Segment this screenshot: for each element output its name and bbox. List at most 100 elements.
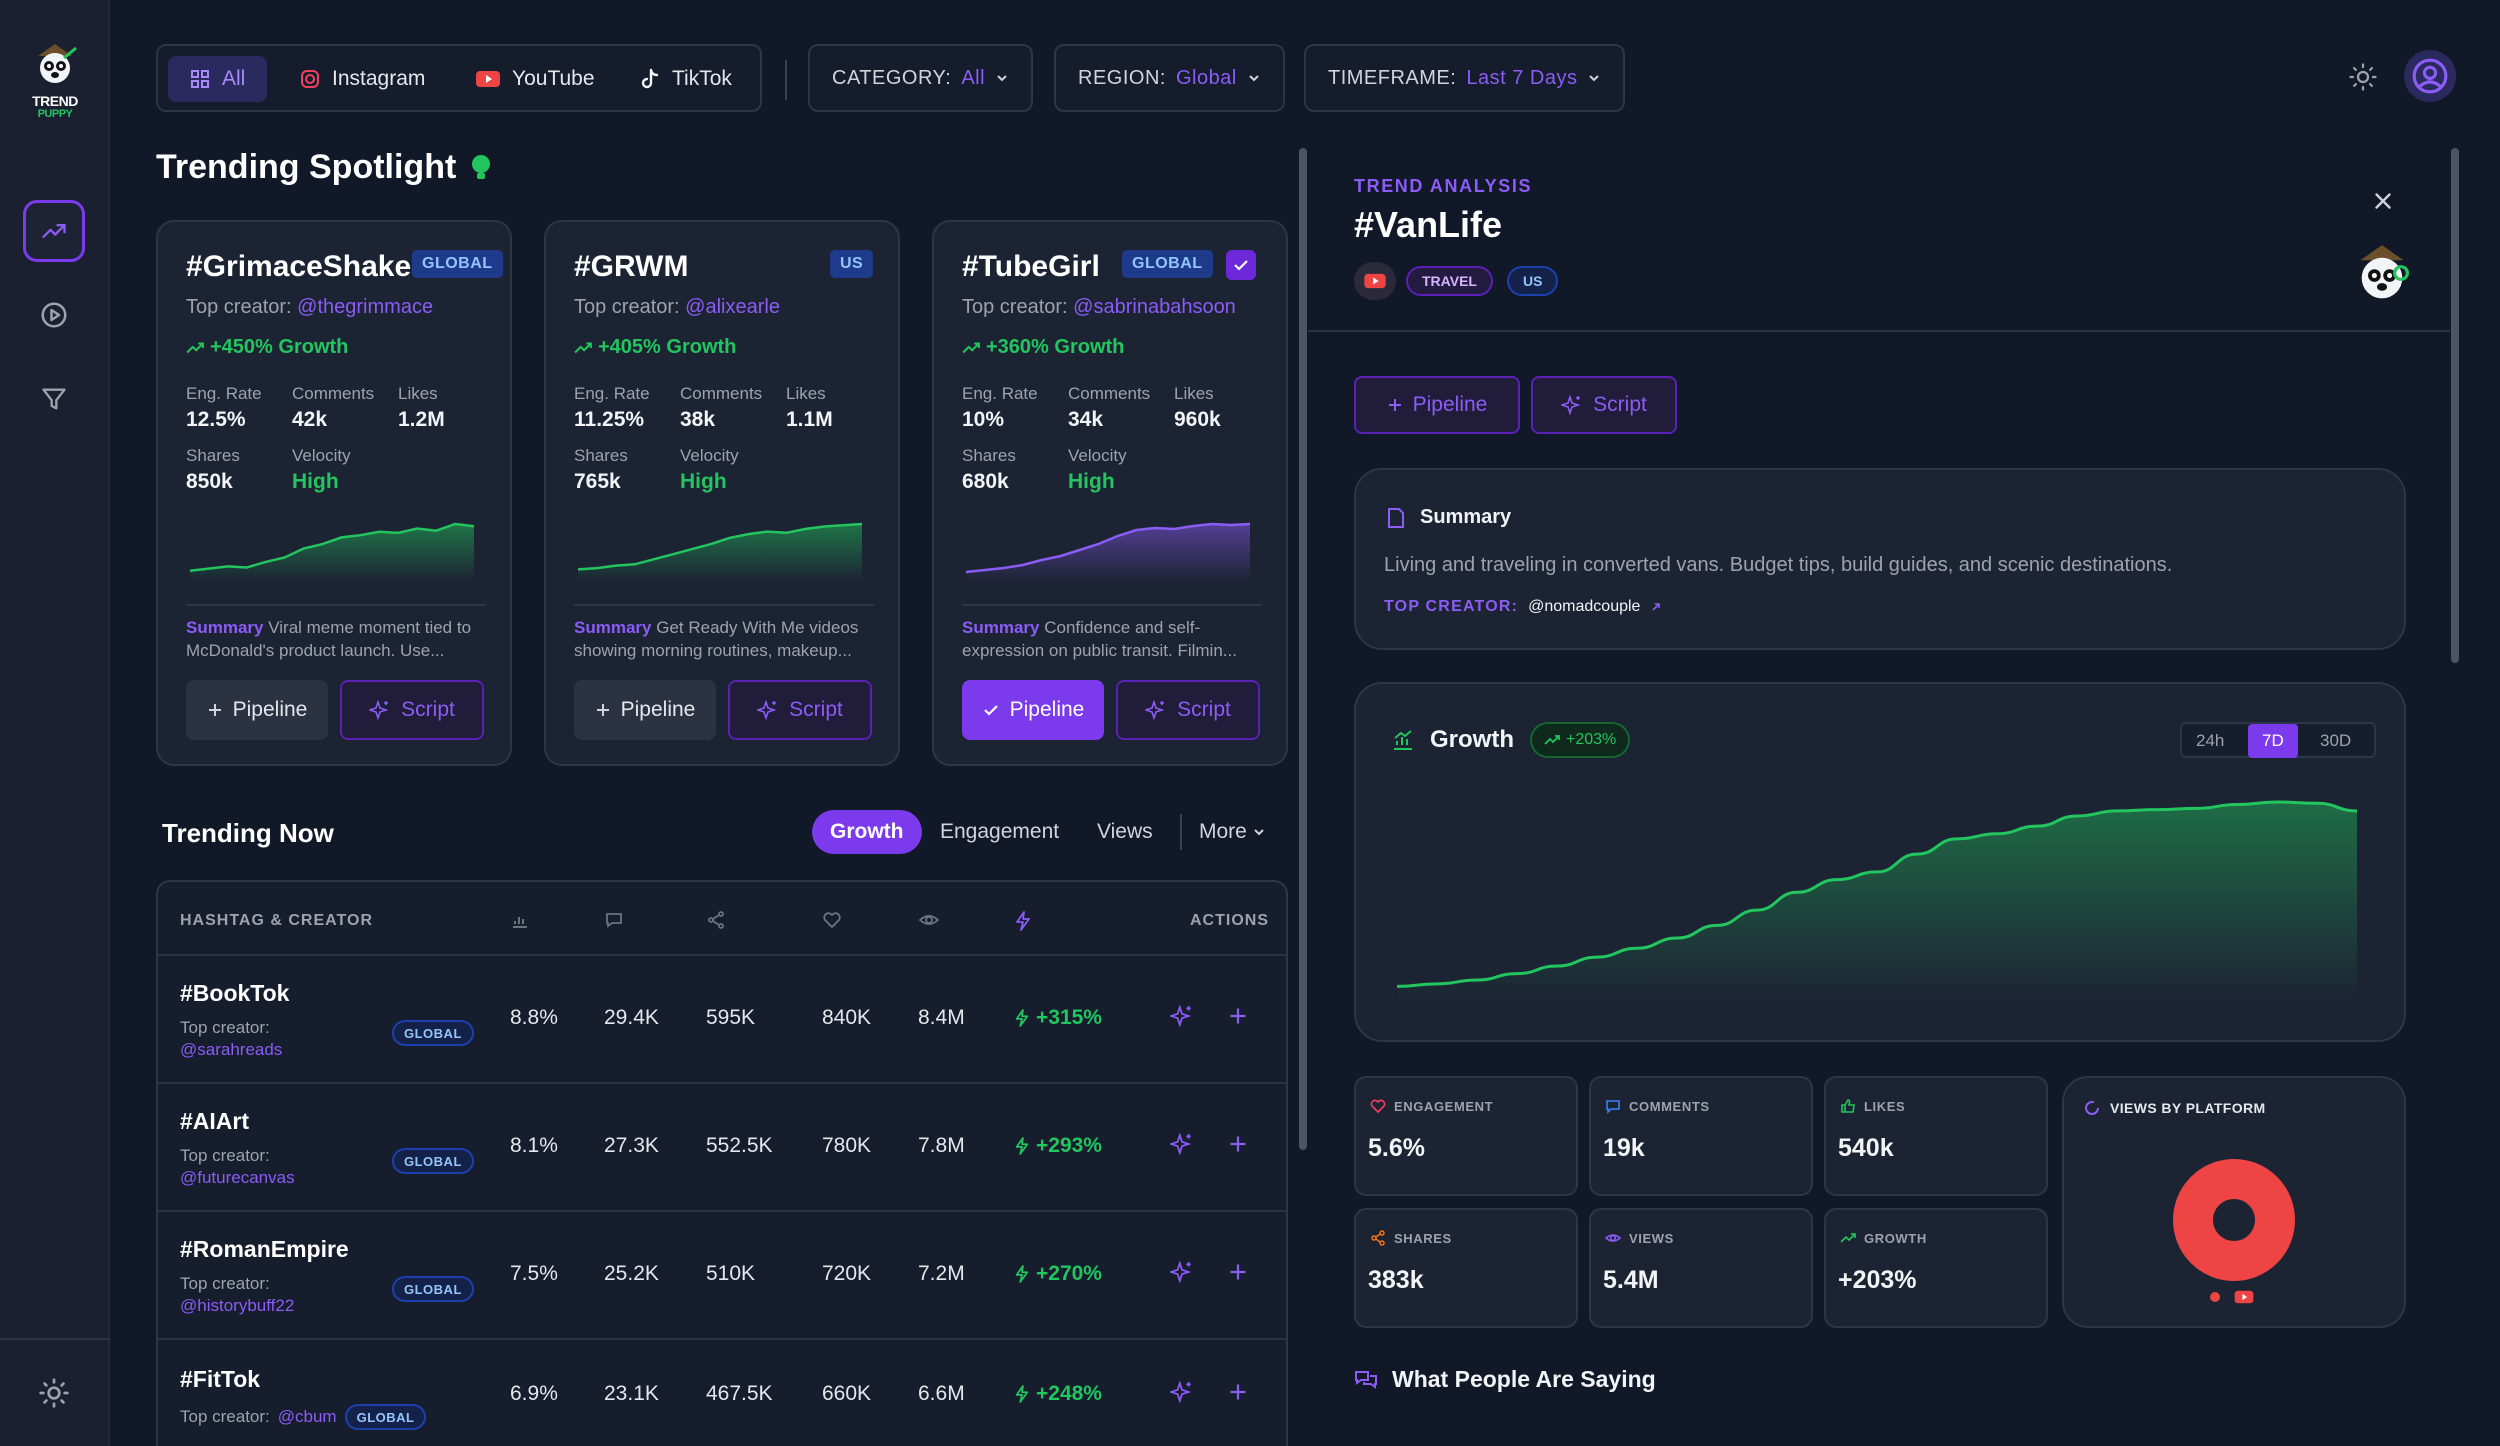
tiktok-icon [641,68,659,89]
sparkles-icon [1145,699,1165,721]
row-script-action[interactable] [1168,1260,1194,1289]
row-hashtag[interactable]: #RomanEmpire [180,1236,349,1262]
brand-name: TREND PUPPY [32,93,78,120]
stat-label-comments: Comments [1068,384,1151,403]
col-shares[interactable] [706,910,726,935]
selected-checkbox[interactable] [1226,250,1256,280]
card-script-button[interactable]: Script [1116,680,1260,740]
row-creator-handle[interactable]: @historybuff22 [180,1296,295,1315]
left-scrollbar[interactable] [1299,148,1307,1150]
theme-toggle[interactable] [2348,62,2378,97]
row-creator-label: Top creator: [180,1274,270,1293]
row-script-action[interactable] [1168,1380,1194,1409]
nav-pipeline[interactable] [23,368,85,430]
card-pipeline-button[interactable]: Pipeline [962,680,1104,740]
creator-handle[interactable]: @thegrimmace [297,296,434,318]
row-region-badge: GLOBAL [344,1404,427,1430]
sidebar-settings[interactable] [23,1362,85,1424]
eye-icon [1605,1234,1621,1242]
col-likes[interactable] [822,910,842,935]
stat-label-velocity: Velocity [292,446,351,465]
spotlight-card[interactable]: #GrimaceShake GLOBAL Top creator: @thegrim… [156,220,512,766]
platform-all[interactable]: All [168,56,268,102]
row-region-badge: GLOBAL [392,1020,474,1046]
plus-icon [1230,1136,1246,1152]
row-creator-handle[interactable]: @sarahreads [180,1040,283,1059]
instagram-icon [301,70,319,88]
brand-logo[interactable]: TREND PUPPY [18,40,92,122]
timeframe-30d[interactable]: 30D [2320,731,2352,750]
card-hashtag[interactable]: #GrimaceShake [186,250,412,283]
timeframe-24h[interactable]: 24h [2196,731,2225,750]
region-dropdown[interactable]: REGION: Global [1054,44,1285,112]
card-hashtag[interactable]: #GRWM [574,250,689,283]
growth-area [1397,802,2357,1004]
right-scrollbar[interactable] [2451,148,2459,663]
metric-label: COMMENTS [1605,1098,1710,1114]
row-hashtag[interactable]: #FitTok [180,1366,261,1392]
tab-growth[interactable]: Growth [812,810,922,854]
col-comments[interactable] [604,910,624,935]
table-row[interactable]: #AIArt Top creator: @futurecanvas GLOBAL 8.1… [158,1082,1286,1210]
stat-label-eng: Eng. Rate [186,384,262,403]
table-row[interactable]: #RomanEmpire Top creator: @historybuff22 GL… [158,1210,1286,1338]
plus-icon [596,704,609,716]
spotlight-card[interactable]: #TubeGirl GLOBAL Top creator: @sabrinabahs… [932,220,1288,766]
plus-icon [208,704,221,716]
row-add-action[interactable] [1228,1382,1248,1407]
trend-up-icon [1544,735,1560,745]
nav-trends[interactable] [23,200,85,262]
row-add-action[interactable] [1228,1262,1248,1287]
close-button[interactable] [2370,188,2396,219]
external-link-icon[interactable] [1650,601,1662,613]
cell-comments: 27.3K [604,1134,659,1157]
sun-icon [2349,63,2377,91]
sparkles-icon [1168,1004,1192,1028]
stat-value-comments: 42k [292,408,328,431]
card-pipeline-button[interactable]: Pipeline [574,680,716,740]
row-hashtag[interactable]: #BookTok [180,980,290,1006]
creator-handle[interactable]: @alixearle [685,296,780,318]
platform-tiktok[interactable]: TikTok [618,56,754,102]
region-badge: GLOBAL [1122,250,1213,278]
script-button[interactable]: Script [1531,376,1677,434]
plus-icon [1230,1384,1246,1400]
user-avatar[interactable] [2404,50,2456,102]
category-dropdown[interactable]: CATEGORY: All [808,44,1034,112]
tab-views[interactable]: Views [1097,820,1153,843]
creator-handle[interactable]: @sabrinabahsoon [1073,296,1236,318]
spotlight-card[interactable]: #GRWM US Top creator: @alixearle +405% Grow… [544,220,900,766]
card-pipeline-button[interactable]: Pipeline [186,680,328,740]
metric-value: +203% [1838,1266,1917,1294]
tab-divider [1180,814,1182,850]
card-hashtag[interactable]: #TubeGirl [962,250,1100,283]
card-creator: Top creator: @sabrinabahsoon [962,296,1236,319]
row-creator-handle[interactable]: @futurecanvas [180,1168,295,1187]
col-engagement[interactable] [510,910,530,935]
row-add-action[interactable] [1228,1134,1248,1159]
nav-videos[interactable] [23,284,85,346]
table-row[interactable]: #BookTok Top creator: @sarahreads GLOBAL 8.8… [158,954,1286,1082]
col-growth[interactable] [1014,910,1032,937]
col-hashtag: HASHTAG & CREATOR [180,912,373,929]
pipeline-button[interactable]: Pipeline [1354,376,1520,434]
row-add-action[interactable] [1228,1006,1248,1031]
table-row[interactable]: #FitTok Top creator: @cbum GLOBAL 6.9% 23.1K 4… [158,1338,1286,1446]
tab-engagement[interactable]: Engagement [940,820,1060,843]
platform-instagram[interactable]: Instagram [278,56,447,102]
stat-label-shares: Shares [186,446,240,465]
row-script-action[interactable] [1168,1132,1194,1161]
platform-youtube[interactable]: YouTube [454,56,617,102]
timeframe-dropdown[interactable]: TIMEFRAME: Last 7 Days [1304,44,1626,112]
timeframe-7d[interactable]: 7D [2248,724,2298,758]
card-script-button[interactable]: Script [340,680,484,740]
row-creator-handle[interactable]: @cbum [277,1407,337,1426]
col-views[interactable] [918,910,940,935]
category-label: CATEGORY: [832,66,952,89]
row-hashtag[interactable]: #AIArt [180,1108,250,1134]
tab-more[interactable]: More [1181,810,1283,854]
row-script-action[interactable] [1168,1004,1194,1033]
top-creator-link[interactable]: @nomadcouple [1528,598,1641,615]
row-creator-label: Top creator: [180,1018,270,1037]
card-script-button[interactable]: Script [728,680,872,740]
